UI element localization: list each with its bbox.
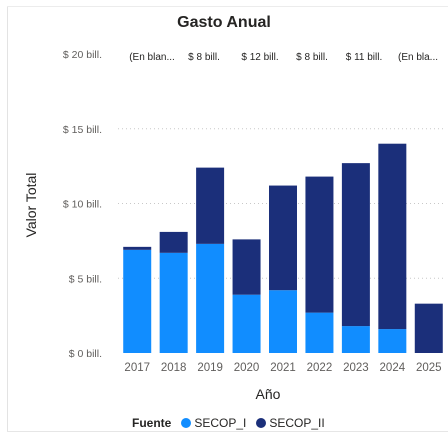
y-tick-label-3: $ 15 bill.: [63, 124, 102, 136]
visual-top-border: [7, 6, 448, 7]
legend-label-secop-i: SECOP_I: [194, 416, 247, 430]
bar-secop-ii-2023: [341, 163, 370, 327]
x-tick-label-2022: 2022: [307, 362, 333, 374]
y-tick-label-0: $ 0 bill.: [69, 348, 102, 360]
bar-secop-ii-2019: [196, 167, 225, 244]
legend-item-secop-i[interactable]: SECOP_I: [181, 416, 246, 430]
x-tick-label-2023: 2023: [343, 362, 369, 374]
bar-secop-ii-2022: [305, 176, 334, 313]
bar-secop-i-2022: [305, 312, 334, 353]
bar-secop-ii-2021: [269, 185, 297, 291]
y-tick-label-4: $ 20 bill.: [63, 49, 102, 61]
x-tick-label-2020: 2020: [234, 362, 260, 374]
x-tick-label-2017: 2017: [124, 362, 150, 374]
total-label-4: $ 11 bill.: [346, 52, 383, 63]
total-label-2: $ 12 bill.: [241, 52, 278, 63]
legend-label-secop-ii: SECOP_II: [269, 416, 325, 430]
y-tick-label-2: $ 10 bill.: [63, 199, 102, 211]
x-tick-label-2025: 2025: [416, 362, 442, 374]
visual-bottom-border: [7, 431, 448, 432]
bar-secop-i-2017: [123, 249, 152, 353]
y-axis-label: Valor Total: [23, 172, 39, 238]
bar-secop-ii-2024: [378, 143, 407, 330]
x-tick-label-2018: 2018: [161, 362, 187, 374]
chart-title: Gasto Anual: [177, 14, 271, 31]
bar-secop-i-2019: [196, 243, 225, 353]
visual-left-border: [7, 6, 8, 432]
bar-secop-i-2018: [159, 252, 188, 353]
total-label-0: (En blan...: [129, 52, 175, 63]
total-label-3: $ 8 bill.: [296, 52, 328, 63]
y-tick-label-1: $ 5 bill.: [69, 273, 102, 285]
legend: Fuente SECOP_I SECOP_II: [132, 416, 331, 430]
bar-secop-i-2021: [269, 290, 297, 353]
x-tick-label-2021: 2021: [270, 362, 296, 374]
bar-secop-ii-2020: [232, 239, 261, 295]
legend-marker-secop-i: [181, 418, 192, 428]
bar-secop-ii-2025: [414, 303, 443, 353]
total-label-1: $ 8 bill.: [188, 52, 220, 63]
legend-item-secop-ii[interactable]: SECOP_II: [256, 416, 325, 430]
legend-title: Fuente: [132, 416, 172, 430]
bar-secop-i-2020: [232, 294, 261, 353]
x-tick-label-2024: 2024: [380, 362, 406, 374]
x-axis-label: Año: [255, 386, 281, 402]
legend-marker-secop-ii: [256, 418, 267, 428]
total-label-5: (En bla...: [398, 52, 438, 63]
x-tick-label-2019: 2019: [197, 362, 223, 374]
bar-secop-ii-2017: [123, 246, 152, 250]
bar-secop-i-2024: [378, 329, 407, 353]
bar-secop-i-2023: [341, 326, 370, 353]
bar-secop-ii-2018: [159, 231, 188, 253]
